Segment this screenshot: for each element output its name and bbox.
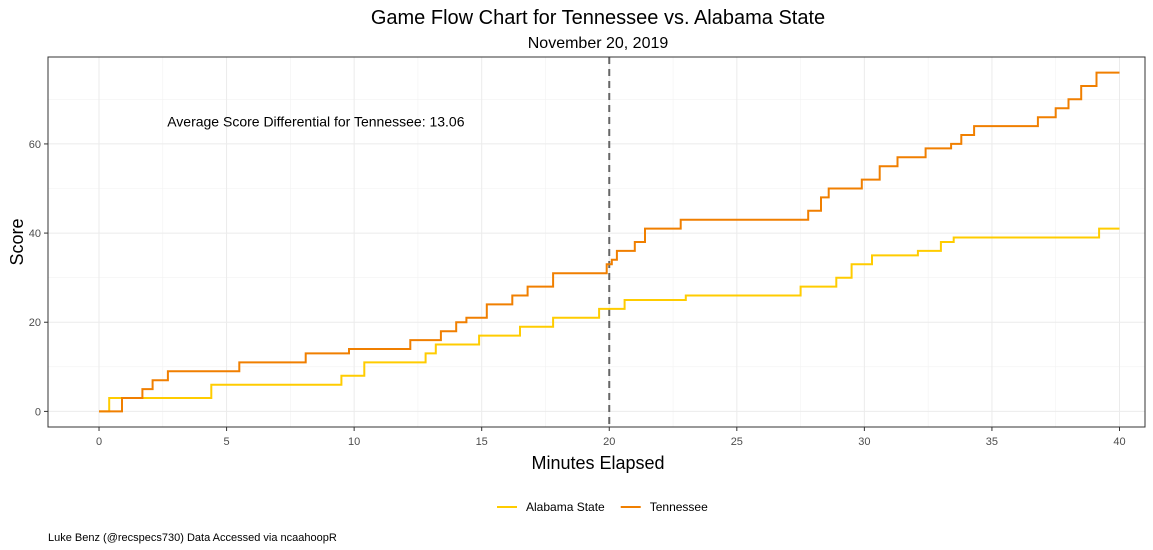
chart-caption: Luke Benz (@recspecs730) Data Accessed v… [48, 532, 337, 544]
x-tick-label: 20 [603, 436, 615, 448]
x-tick-label: 0 [96, 436, 102, 448]
x-axis-title: Minutes Elapsed [531, 453, 664, 473]
y-tick-label: 60 [29, 139, 41, 151]
chart-annotation: Average Score Differential for Tennessee… [167, 114, 465, 130]
y-tick-label: 40 [29, 228, 41, 240]
series-line-tennessee [99, 71, 1120, 413]
x-tick-label: 10 [348, 436, 360, 448]
axis-ticks: 0 5 10 15 20 25 30 35 40 0 20 40 60 [29, 139, 1126, 448]
series-lines [99, 71, 1120, 413]
x-tick-label: 40 [1113, 436, 1125, 448]
y-tick-label: 20 [29, 317, 41, 329]
chart-subtitle: November 20, 2019 [528, 35, 669, 52]
chart-title: Game Flow Chart for Tennessee vs. Alabam… [371, 7, 825, 29]
plot-panel-border [47, 56, 1146, 428]
x-tick-label: 15 [476, 436, 488, 448]
legend-label-tennessee: Tennessee [650, 500, 708, 514]
y-tick-label: 0 [35, 406, 41, 418]
x-tick-label: 30 [858, 436, 870, 448]
legend: Alabama State Tennessee [497, 500, 708, 514]
y-axis-title: Score [7, 218, 27, 265]
series-line-alabama-state [99, 227, 1120, 413]
grid-lines [48, 57, 1145, 427]
x-tick-label: 25 [731, 436, 743, 448]
legend-label-alabama-state: Alabama State [526, 500, 605, 514]
x-tick-label: 35 [986, 436, 998, 448]
x-tick-label: 5 [224, 436, 230, 448]
